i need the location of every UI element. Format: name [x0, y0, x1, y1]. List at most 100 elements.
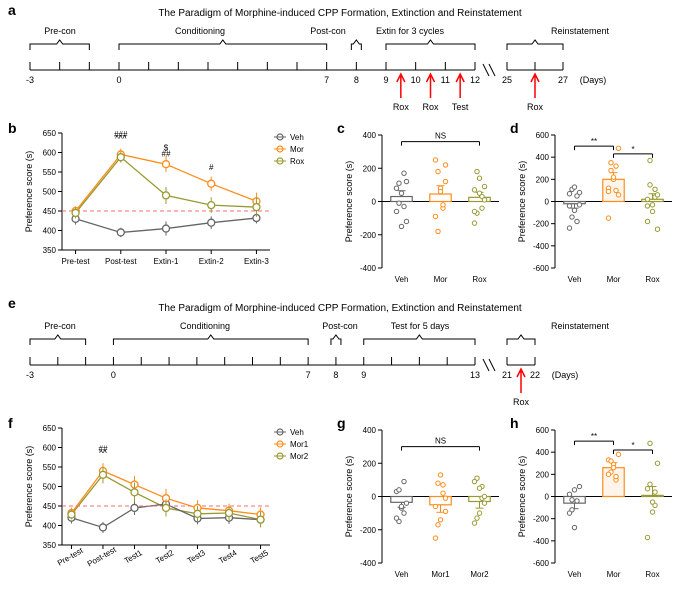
svg-text:350: 350 — [43, 541, 57, 550]
svg-text:^^: ^^ — [99, 449, 107, 458]
svg-text:-3: -3 — [26, 370, 34, 380]
svg-text:600: 600 — [43, 149, 57, 158]
svg-text:22: 22 — [530, 370, 540, 380]
svg-text:Mor2: Mor2 — [290, 452, 309, 461]
svg-text:-200: -200 — [533, 220, 550, 229]
svg-text:-400: -400 — [360, 559, 377, 568]
svg-text:600: 600 — [536, 426, 550, 435]
svg-text:Rox: Rox — [527, 102, 544, 112]
svg-text:Mor2: Mor2 — [470, 570, 489, 579]
svg-text:Post-test: Post-test — [86, 545, 119, 569]
svg-text:Veh: Veh — [395, 275, 409, 284]
svg-text:Extin-2: Extin-2 — [199, 257, 224, 266]
svg-text:500: 500 — [43, 483, 57, 492]
svg-text:**: ** — [591, 432, 597, 441]
svg-text:200: 200 — [363, 459, 377, 468]
svg-text:Post-con: Post-con — [310, 26, 346, 36]
svg-text:Rox: Rox — [290, 157, 304, 166]
svg-text:-400: -400 — [360, 264, 377, 273]
svg-text:Mor: Mor — [607, 570, 621, 579]
svg-text:Mor1: Mor1 — [431, 570, 450, 579]
svg-text:0: 0 — [372, 493, 377, 502]
svg-text:200: 200 — [363, 164, 377, 173]
svg-text:^^^: ^^^ — [115, 135, 127, 144]
svg-text:400: 400 — [43, 227, 57, 236]
svg-text:Test1: Test1 — [123, 548, 145, 566]
svg-text:0: 0 — [545, 198, 550, 207]
svg-text:550: 550 — [43, 168, 57, 177]
timeline-e: -30789132122(Days)Pre-conConditioningPos… — [15, 315, 675, 415]
svg-text:200: 200 — [536, 175, 550, 184]
svg-text:400: 400 — [536, 448, 550, 457]
svg-text:Test for 5 days: Test for 5 days — [391, 321, 450, 331]
chart-b: 350400450500550600650Pre-testPost-testEx… — [20, 125, 330, 290]
svg-text:7: 7 — [306, 370, 311, 380]
svg-text:0: 0 — [372, 198, 377, 207]
svg-text:400: 400 — [536, 153, 550, 162]
panel-e-label: e — [8, 295, 16, 311]
svg-text:(Days): (Days) — [580, 75, 607, 85]
svg-text:##: ## — [162, 149, 171, 158]
svg-text:650: 650 — [43, 129, 57, 138]
timeline-e-title: The Paradigm of Morphine-induced CPP For… — [100, 303, 580, 314]
svg-text:Pre-test: Pre-test — [62, 257, 91, 266]
svg-text:Extin for 3 cycles: Extin for 3 cycles — [376, 26, 445, 36]
svg-text:450: 450 — [43, 207, 57, 216]
svg-text:Mor: Mor — [290, 145, 304, 154]
svg-text:Mor: Mor — [607, 275, 621, 284]
svg-text:Veh: Veh — [568, 570, 582, 579]
svg-text:-600: -600 — [533, 264, 550, 273]
svg-text:-600: -600 — [533, 559, 550, 568]
svg-text:Preference score (s): Preference score (s) — [344, 161, 354, 243]
svg-text:0: 0 — [545, 493, 550, 502]
svg-text:NS: NS — [435, 132, 446, 141]
svg-text:Conditioning: Conditioning — [175, 26, 225, 36]
svg-text:Rox: Rox — [513, 397, 530, 407]
svg-text:21: 21 — [502, 370, 512, 380]
svg-text:**: ** — [591, 137, 597, 146]
svg-text:8: 8 — [354, 75, 359, 85]
svg-text:Preference score (s): Preference score (s) — [24, 446, 34, 528]
chart-g: -400-2000200400Preference score (s)VehMo… — [340, 420, 505, 585]
svg-text:Veh: Veh — [290, 428, 304, 437]
chart-f: 350400450500550600650Pre-testPost-testTe… — [20, 420, 330, 585]
panel-f-label: f — [8, 415, 13, 431]
svg-text:-200: -200 — [533, 515, 550, 524]
svg-text:25: 25 — [502, 75, 512, 85]
svg-text:Veh: Veh — [568, 275, 582, 284]
svg-text:Rox: Rox — [645, 275, 659, 284]
svg-text:10: 10 — [411, 75, 421, 85]
svg-text:Post-test: Post-test — [105, 257, 137, 266]
timeline-a-title: The Paradigm of Morphine-induced CPP For… — [100, 8, 580, 19]
timeline-a: -307891011122527(Days)Pre-conConditionin… — [15, 20, 675, 120]
svg-text:Veh: Veh — [395, 570, 409, 579]
svg-text:Preference score (s): Preference score (s) — [344, 456, 354, 538]
svg-text:350: 350 — [43, 246, 57, 255]
panel-a-label: a — [8, 2, 16, 18]
chart-d: -600-400-2000200400600Preference score (… — [513, 125, 678, 290]
svg-text:Reinstatement: Reinstatement — [551, 26, 610, 36]
svg-text:11: 11 — [441, 75, 450, 85]
svg-text:12: 12 — [470, 75, 480, 85]
svg-text:-3: -3 — [26, 75, 34, 85]
svg-text:Rox: Rox — [393, 102, 410, 112]
svg-text:Pre-con: Pre-con — [44, 321, 76, 331]
svg-text:Post-con: Post-con — [322, 321, 358, 331]
svg-text:600: 600 — [536, 131, 550, 140]
svg-text:Preference score (s): Preference score (s) — [517, 456, 527, 538]
svg-text:600: 600 — [43, 444, 57, 453]
svg-text:9: 9 — [383, 75, 388, 85]
svg-text:Mor1: Mor1 — [290, 440, 309, 449]
svg-text:-400: -400 — [533, 242, 550, 251]
svg-text:0: 0 — [116, 75, 121, 85]
svg-text:Rox: Rox — [422, 102, 439, 112]
svg-text:Pre-con: Pre-con — [44, 26, 76, 36]
svg-text:Test4: Test4 — [217, 548, 239, 566]
svg-text:Reinstatement: Reinstatement — [551, 321, 610, 331]
svg-text:200: 200 — [536, 470, 550, 479]
svg-text:#: # — [209, 163, 214, 172]
svg-text:-200: -200 — [360, 231, 377, 240]
svg-text:9: 9 — [361, 370, 366, 380]
svg-text:7: 7 — [324, 75, 329, 85]
svg-text:13: 13 — [470, 370, 480, 380]
